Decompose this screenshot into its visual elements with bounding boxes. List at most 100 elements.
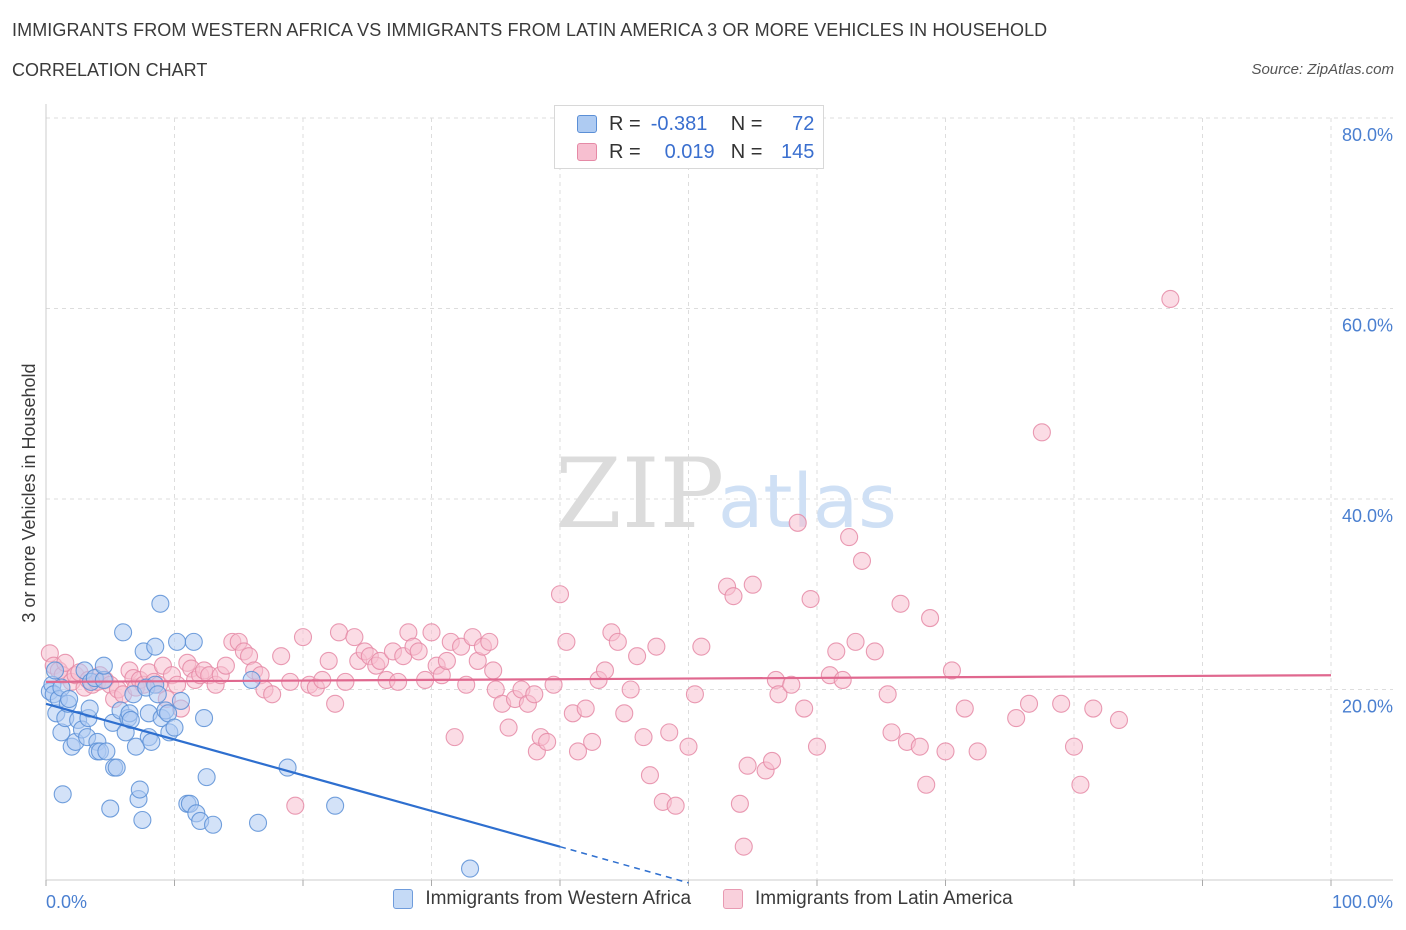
point-latin-america bbox=[852, 551, 872, 570]
chart-subtitle: CORRELATION CHART bbox=[12, 60, 208, 80]
point-latin-america bbox=[216, 656, 235, 675]
point-latin-america bbox=[734, 837, 753, 856]
y-tick-label: 60.0% bbox=[1342, 316, 1393, 336]
point-latin-america bbox=[724, 587, 743, 606]
point-western-africa bbox=[195, 709, 214, 728]
point-latin-america bbox=[833, 670, 852, 690]
trend-layer bbox=[45, 674, 1332, 884]
point-latin-america bbox=[968, 742, 987, 761]
watermark: ZIP atlas bbox=[555, 438, 897, 550]
point-western-africa bbox=[460, 859, 480, 878]
point-latin-america bbox=[955, 699, 974, 718]
point-latin-america bbox=[882, 723, 901, 742]
legend-row-latin-america: R = 0.019 N = 145 bbox=[577, 139, 814, 165]
point-latin-america bbox=[480, 632, 499, 651]
point-latin-america bbox=[544, 675, 563, 694]
point-latin-america bbox=[621, 680, 640, 699]
point-latin-america bbox=[1052, 694, 1071, 713]
blue-swatch bbox=[393, 889, 414, 909]
legend-row-western-africa: R = -0.381 N = 72 bbox=[577, 111, 814, 137]
point-latin-america bbox=[634, 728, 653, 747]
point-latin-america bbox=[329, 623, 349, 642]
points-layer bbox=[40, 289, 1180, 878]
point-latin-america bbox=[286, 796, 305, 815]
point-western-africa bbox=[184, 632, 203, 651]
legend-n-value: 72 bbox=[792, 112, 815, 135]
point-western-africa bbox=[248, 813, 268, 832]
point-western-africa bbox=[114, 623, 133, 642]
point-latin-america bbox=[679, 737, 698, 756]
x-tick-label-min: 0.0% bbox=[46, 892, 87, 912]
point-latin-america bbox=[499, 718, 518, 737]
legend-label-western-africa: Immigrants from Western Africa bbox=[425, 888, 692, 909]
point-western-africa bbox=[97, 742, 116, 761]
point-western-africa bbox=[60, 689, 79, 709]
point-latin-america bbox=[692, 637, 711, 656]
point-western-africa bbox=[168, 632, 187, 651]
point-latin-america bbox=[666, 796, 685, 815]
point-latin-america bbox=[484, 661, 503, 680]
legend-n-value: 145 bbox=[781, 140, 815, 163]
point-latin-america bbox=[336, 672, 355, 691]
point-latin-america bbox=[583, 732, 602, 751]
trend-line-western-africa-extension bbox=[559, 845, 689, 884]
watermark-zip: ZIP bbox=[555, 438, 724, 550]
legend-r-label: R = bbox=[609, 112, 641, 135]
point-latin-america bbox=[865, 642, 884, 661]
point-latin-america bbox=[557, 632, 576, 651]
point-western-africa bbox=[101, 799, 120, 818]
trend-line-western-africa bbox=[45, 702, 561, 848]
point-latin-america bbox=[371, 651, 390, 670]
point-western-africa bbox=[133, 810, 152, 830]
stats-legend: R = -0.381 N = 72 R = 0.019 N = 145 bbox=[554, 105, 824, 169]
point-latin-america bbox=[762, 751, 782, 770]
series-legend: Immigrants from Western Africa Immigrant… bbox=[0, 888, 1406, 910]
point-western-africa bbox=[107, 758, 126, 777]
legend-item-latin-america[interactable]: Immigrants from Latin America bbox=[723, 888, 1013, 910]
point-latin-america bbox=[878, 685, 897, 704]
point-western-africa bbox=[165, 718, 184, 737]
point-latin-america bbox=[795, 699, 814, 718]
y-tick-label: 40.0% bbox=[1342, 506, 1393, 526]
point-latin-america bbox=[576, 699, 595, 718]
point-latin-america bbox=[628, 647, 647, 666]
pink-swatch bbox=[577, 143, 597, 161]
point-latin-america bbox=[608, 632, 627, 651]
point-latin-america bbox=[647, 637, 666, 656]
point-western-africa bbox=[94, 656, 113, 675]
legend-item-western-africa[interactable]: Immigrants from Western Africa bbox=[393, 888, 691, 910]
point-western-africa bbox=[326, 796, 345, 815]
chart-title: IMMIGRANTS FROM WESTERN AFRICA VS IMMIGR… bbox=[12, 20, 1048, 40]
point-latin-america bbox=[319, 651, 338, 670]
point-latin-america bbox=[840, 528, 859, 547]
point-latin-america bbox=[846, 632, 865, 651]
point-latin-america bbox=[1032, 423, 1051, 442]
y-tick-label: 80.0% bbox=[1342, 125, 1393, 145]
point-western-africa bbox=[148, 685, 167, 704]
point-latin-america bbox=[568, 742, 588, 761]
point-latin-america bbox=[891, 594, 910, 613]
legend-label-latin-america: Immigrants from Latin America bbox=[755, 888, 1013, 909]
legend-r-value: -0.381 bbox=[650, 112, 708, 135]
point-latin-america bbox=[345, 628, 364, 647]
point-latin-america bbox=[281, 672, 300, 691]
blue-swatch bbox=[577, 115, 597, 133]
point-latin-america bbox=[550, 585, 570, 604]
point-latin-america bbox=[1064, 737, 1084, 756]
legend-n-label: N = bbox=[730, 140, 763, 163]
legend-r-label: R = bbox=[609, 140, 641, 163]
point-western-africa bbox=[151, 594, 170, 613]
point-western-africa bbox=[146, 637, 165, 656]
point-latin-america bbox=[595, 661, 615, 680]
point-western-africa bbox=[45, 661, 65, 680]
legend-n-label: N = bbox=[730, 112, 763, 135]
point-latin-america bbox=[921, 609, 940, 628]
point-latin-america bbox=[538, 732, 557, 751]
point-latin-america bbox=[1007, 709, 1026, 728]
point-latin-america bbox=[263, 685, 282, 704]
point-latin-america bbox=[936, 742, 955, 761]
point-latin-america bbox=[1109, 710, 1129, 730]
point-latin-america bbox=[807, 737, 827, 756]
point-latin-america bbox=[326, 694, 345, 713]
point-western-africa bbox=[204, 815, 223, 834]
